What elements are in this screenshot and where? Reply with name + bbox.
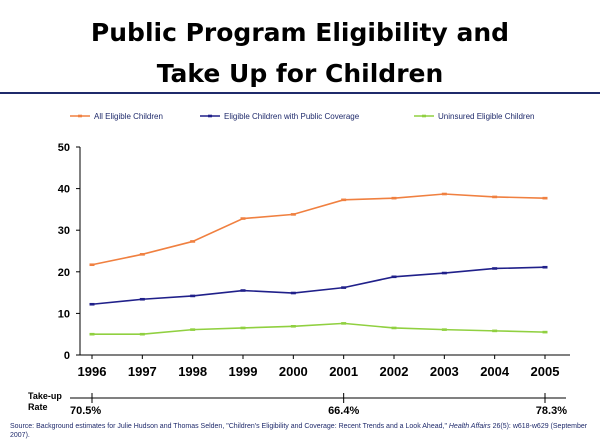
source-suffix: 26(5): w618-w629 (September 2007).: [10, 423, 588, 439]
legend-label: Eligible Children with Public Coverage: [224, 112, 360, 121]
x-tick-label: 2002: [380, 364, 409, 379]
x-tick-label: 2005: [531, 364, 560, 379]
legend-label: All Eligible Children: [94, 112, 163, 121]
source-journal: Health Affairs: [448, 423, 491, 430]
axes: 0 10 20 30 40 50 1996 1997 1998 1999 2000 2001 2002 2…: [58, 142, 570, 379]
takeup-value: 66.4%: [328, 405, 359, 417]
source-note: Source: Background estimates for Julie H…: [10, 422, 595, 440]
y-tick-label: 30: [58, 225, 70, 237]
source-prefix: Source: Background estimates for Julie H…: [10, 423, 449, 430]
chart-title-line-1: Public Program Eligibility and: [90, 18, 510, 47]
x-tick-label: 2004: [480, 364, 510, 379]
line-chart: All Eligible Children Eligible Children w…: [28, 112, 570, 417]
x-tick-label: 2000: [279, 364, 308, 379]
y-tick-label: 50: [58, 142, 70, 154]
series-line-3: [92, 322, 546, 335]
takeup-value: 70.5%: [70, 405, 101, 417]
title-divider: [0, 92, 600, 94]
title-area: Public Program Eligibility and Take Up f…: [0, 0, 600, 92]
x-tick-label: 2001: [329, 364, 358, 379]
x-tick-label: 1998: [178, 364, 207, 379]
series-line-2: [91, 266, 546, 306]
takeup-label-line-1: Take-up: [28, 391, 62, 401]
legend: All Eligible Children Eligible Children w…: [70, 112, 535, 121]
series-line-1: [91, 193, 546, 266]
x-tick-label: 1999: [229, 364, 258, 379]
y-tick-label: 10: [58, 308, 70, 320]
y-tick-label: 40: [58, 184, 70, 196]
takeup-value: 78.3%: [536, 405, 567, 417]
x-tick-label: 1996: [78, 364, 107, 379]
series-group: [89, 192, 548, 336]
x-tick-label: 2003: [430, 364, 459, 379]
y-tick-label: 20: [58, 267, 70, 279]
legend-label: Uninsured Eligible Children: [438, 112, 535, 121]
y-tick-label: 0: [64, 350, 70, 362]
x-tick-label: 1997: [128, 364, 157, 379]
chart-title-line-2: Take Up for Children: [156, 59, 444, 88]
takeup-label-line-2: Rate: [28, 402, 48, 412]
